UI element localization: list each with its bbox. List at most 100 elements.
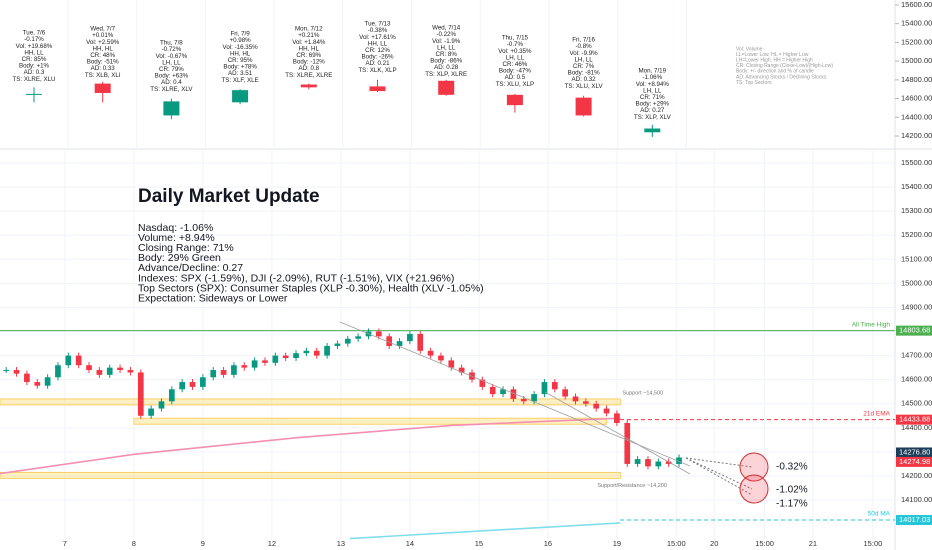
level-name: 21d EMA [863, 410, 890, 417]
candle-body [231, 365, 237, 375]
update-line: Body: 29% Green [138, 252, 221, 264]
support-zone [0, 471, 621, 479]
day-annotation: TS: XLK, XLP [358, 67, 396, 74]
trend-line [339, 321, 691, 467]
level-name: 50d MA [868, 511, 891, 518]
day-annotation: Vol: -16.35% [223, 44, 259, 51]
candle-body [614, 413, 620, 423]
candle-body [163, 101, 180, 116]
support-zone [0, 398, 621, 406]
x-tick-label: 15:00 [667, 539, 686, 548]
candle-body [593, 403, 600, 409]
day-annotation: Vol: +17.61% [359, 34, 396, 41]
candle-body [272, 355, 279, 363]
candle-body [407, 333, 413, 342]
update-line: Expectation: Sideways or Lower [138, 292, 288, 304]
price-box-label: 14274.98 [899, 457, 930, 466]
candle-body [34, 382, 41, 386]
candle-body [293, 353, 299, 358]
day-annotation: HH, LL [24, 49, 44, 56]
candle-body [86, 365, 92, 371]
price-box [896, 447, 932, 458]
x-tick-label: 13 [337, 539, 345, 548]
candle-body [500, 389, 506, 395]
day-annotation: CR: 8% [436, 51, 458, 58]
y-tick-label: 14700.00 [901, 351, 932, 360]
y-tick-label: 14400.00 [901, 112, 932, 121]
x-tick-label: 8 [132, 539, 136, 548]
candle-body [479, 379, 486, 387]
day-annotation: CR: 48% [90, 52, 115, 59]
day-annotation: CR: 69% [296, 52, 321, 59]
update-line: Top Sectors (SPX): Consumer Staples (XLP… [138, 282, 484, 294]
candle-body [232, 90, 249, 103]
day-annotation: LH, LL [437, 44, 456, 51]
candle-body [531, 394, 537, 402]
update-line: Volume: +8.94% [138, 232, 215, 244]
day-annotation: AD: 0.33 [91, 65, 116, 72]
day-annotation: CR: 12% [365, 47, 390, 54]
x-tick-label: 21 [809, 539, 817, 548]
y-tick-label: 15500.00 [901, 158, 932, 167]
day-annotation: AD: 0.28 [434, 64, 459, 71]
candle-body [355, 336, 361, 339]
day-annotation: Body: -86% [430, 58, 462, 65]
price-box [896, 456, 932, 467]
day-annotation: Body: -26% [362, 54, 394, 61]
day-annotation: -0.8% [576, 43, 593, 50]
legend-note: TS: Top Sectors [736, 80, 772, 86]
candle-body [551, 382, 558, 390]
day-annotation: AD: 3.51 [228, 70, 253, 77]
day-annotation: +0.98% [230, 37, 252, 44]
day-annotation: LH, LL [506, 54, 525, 61]
day-annotation: Body: -12% [293, 59, 325, 66]
day-annotation: -0.22% [436, 31, 456, 38]
candle-body [94, 83, 111, 93]
candle-body [117, 367, 123, 371]
candle-body [13, 370, 20, 374]
legend-note: CR: Closing Range (Close-Low)/(High-Low) [736, 63, 833, 69]
day-annotation: Body: +78% [223, 64, 257, 71]
legend-note: LL=Lower Low, HL = Higher Low [736, 52, 809, 58]
y-tick-label: 15400.00 [901, 182, 932, 191]
target-circle [739, 474, 769, 504]
update-title: Daily Market Update [138, 186, 320, 207]
x-tick-label: 7 [63, 539, 67, 548]
candle-body [137, 372, 144, 416]
y-tick-label: 14100.00 [901, 495, 932, 504]
candle-body [303, 350, 310, 354]
day-label: Mon, 7/19 [639, 68, 667, 75]
candle-body [65, 355, 72, 366]
day-annotation: LH, LL [574, 56, 593, 63]
day-annotation: Vol: -1.9% [432, 38, 461, 45]
zone-label: Support/Resistance ~14,200 [597, 483, 667, 489]
day-annotation: CR: 79% [159, 66, 184, 73]
projection-label: -1.02% [776, 485, 808, 496]
day-label: Tue, 7/13 [365, 21, 391, 28]
day-annotation: Vol: +2.59% [86, 39, 120, 46]
trend-line [544, 391, 691, 475]
day-annotation: Vol: +0.35% [498, 48, 532, 55]
day-annotation: HH, LL [368, 40, 388, 47]
candle-body [438, 80, 455, 95]
y-tick-label: 15000.00 [901, 56, 932, 65]
day-label: Tue, 7/6 [23, 30, 46, 37]
candle-body [510, 389, 517, 399]
day-label: Thu, 7/15 [502, 35, 529, 42]
day-annotation: TS: XLRE, XLV [150, 86, 193, 93]
projection-label: -1.17% [776, 499, 808, 510]
candle-body [127, 370, 134, 373]
day-annotation: AD: 0.5 [505, 74, 526, 81]
day-annotation: TS: XLU, XLV [565, 83, 604, 90]
day-annotation: LH, LL [162, 59, 181, 66]
update-line: Nasdaq: -1.06% [138, 222, 213, 234]
day-annotation: HH, HL [230, 50, 251, 57]
day-label: Fri, 7/16 [572, 37, 595, 44]
y-tick-label: 14200.00 [901, 131, 932, 140]
candle-body [55, 365, 61, 378]
day-annotation: AD: 0.32 [572, 76, 597, 83]
candle-body [396, 341, 403, 346]
candle-body [375, 331, 382, 337]
candle-body [386, 336, 393, 346]
